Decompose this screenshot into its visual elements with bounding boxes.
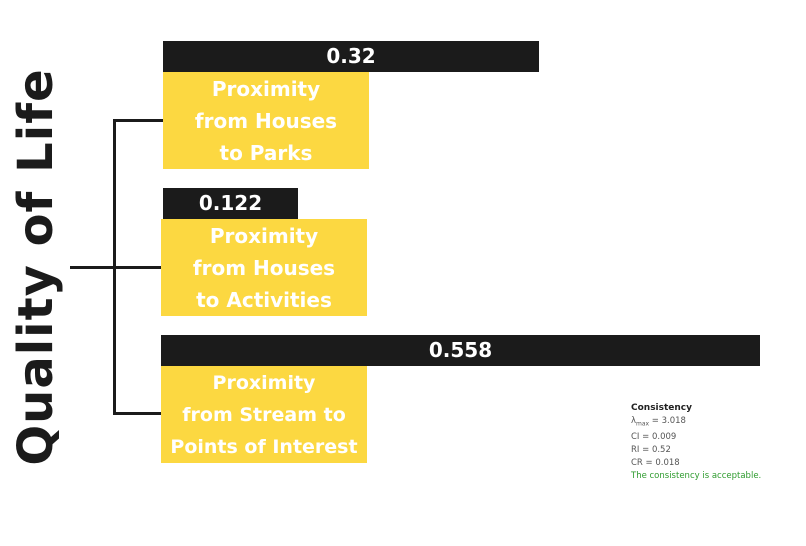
criterion-1-line-3: to Parks	[219, 141, 313, 165]
criterion-2-line-2: from Houses	[192, 256, 336, 280]
ci-line: CI = 0.009	[631, 431, 677, 442]
connector-branch-3	[113, 412, 162, 415]
consistency-title: Consistency	[631, 403, 693, 413]
connector-root-stem	[70, 266, 116, 269]
criterion-3-line-3: Points of Interest	[170, 436, 358, 458]
root-goal-label: Quality of Life	[8, 68, 64, 466]
criterion-1-line-2: from Houses	[194, 109, 338, 133]
weight-bar-1: 0.32	[163, 41, 539, 72]
cr-line: CR = 0.018	[631, 457, 680, 468]
lambda-value: = 3.018	[649, 416, 686, 426]
consistency-panel: Consistency λmax = 3.018 CI = 0.009 RI =…	[631, 402, 761, 483]
criterion-2-line-3: to Activities	[196, 288, 332, 312]
lambda-symbol: λ	[631, 416, 637, 426]
weight-value-2: 0.122	[198, 191, 263, 215]
criterion-box-1: Proximity from Houses to Parks	[163, 72, 369, 169]
criterion-3-line-2: from Stream to	[182, 404, 346, 426]
criterion-2-line-1: Proximity	[209, 224, 319, 248]
criterion-1-line-1: Proximity	[211, 77, 321, 101]
connector-branch-1	[113, 119, 163, 122]
lambda-subscript: max	[636, 420, 650, 428]
weight-value-3: 0.558	[428, 338, 493, 362]
weight-value-1: 0.32	[326, 44, 376, 68]
connector-branch-2	[113, 266, 162, 269]
weight-bar-2: 0.122	[163, 188, 298, 219]
lambda-max-line: λmax = 3.018	[631, 415, 761, 431]
criterion-3-line-1: Proximity	[212, 372, 316, 394]
criterion-box-3: Proximity from Stream to Points of Inter…	[161, 366, 367, 463]
criterion-box-2: Proximity from Houses to Activities	[161, 219, 367, 316]
weight-bar-3: 0.558	[161, 335, 760, 366]
consistency-status: The consistency is acceptable.	[631, 470, 762, 481]
ri-line: RI = 0.52	[631, 444, 671, 455]
